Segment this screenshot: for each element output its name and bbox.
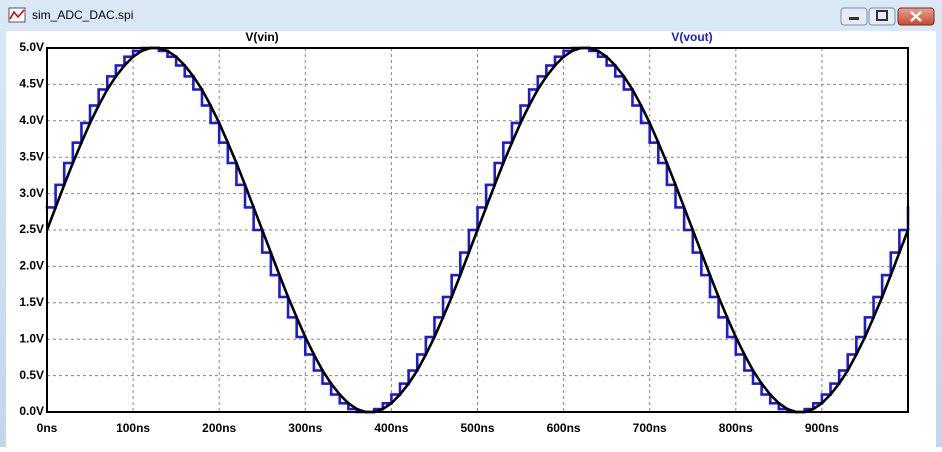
legend-label: V(vout) (671, 30, 712, 44)
window-title: sim_ADC_DAC.spi (32, 8, 133, 22)
x-tick-label: 600ns (547, 421, 581, 435)
x-tick-label: 100ns (116, 421, 150, 435)
y-tick-label: 3.5V (19, 149, 44, 163)
y-tick-label: 0.0V (19, 404, 44, 418)
x-tick-label: 800ns (719, 421, 753, 435)
y-tick-label: 5.0V (19, 40, 44, 54)
y-tick-label: 3.0V (19, 186, 44, 200)
y-tick-label: 4.0V (19, 113, 44, 127)
minimize-button[interactable] (840, 7, 868, 26)
series-line (45, 46, 910, 414)
x-tick-label: 300ns (288, 421, 322, 435)
x-tick-label: 400ns (374, 421, 408, 435)
y-tick-label: 0.5V (19, 368, 44, 382)
maximize-button[interactable] (868, 7, 896, 26)
y-tick-label: 1.5V (19, 295, 44, 309)
x-tick-label: 900ns (805, 421, 839, 435)
y-tick-label: 4.5V (19, 77, 44, 91)
x-tick-label: 500ns (460, 421, 494, 435)
app-icon (8, 7, 26, 23)
plot-border (46, 47, 909, 413)
close-button[interactable] (897, 7, 935, 26)
plot-pane (6, 31, 936, 447)
y-tick-label: 1.0V (19, 331, 44, 345)
y-tick-label: 2.0V (19, 259, 44, 273)
x-tick-label: 0ns (37, 421, 58, 435)
legend-label: V(vin) (245, 30, 278, 44)
y-tick-label: 2.5V (19, 222, 44, 236)
x-tick-label: 200ns (202, 421, 236, 435)
x-tick-label: 700ns (633, 421, 667, 435)
